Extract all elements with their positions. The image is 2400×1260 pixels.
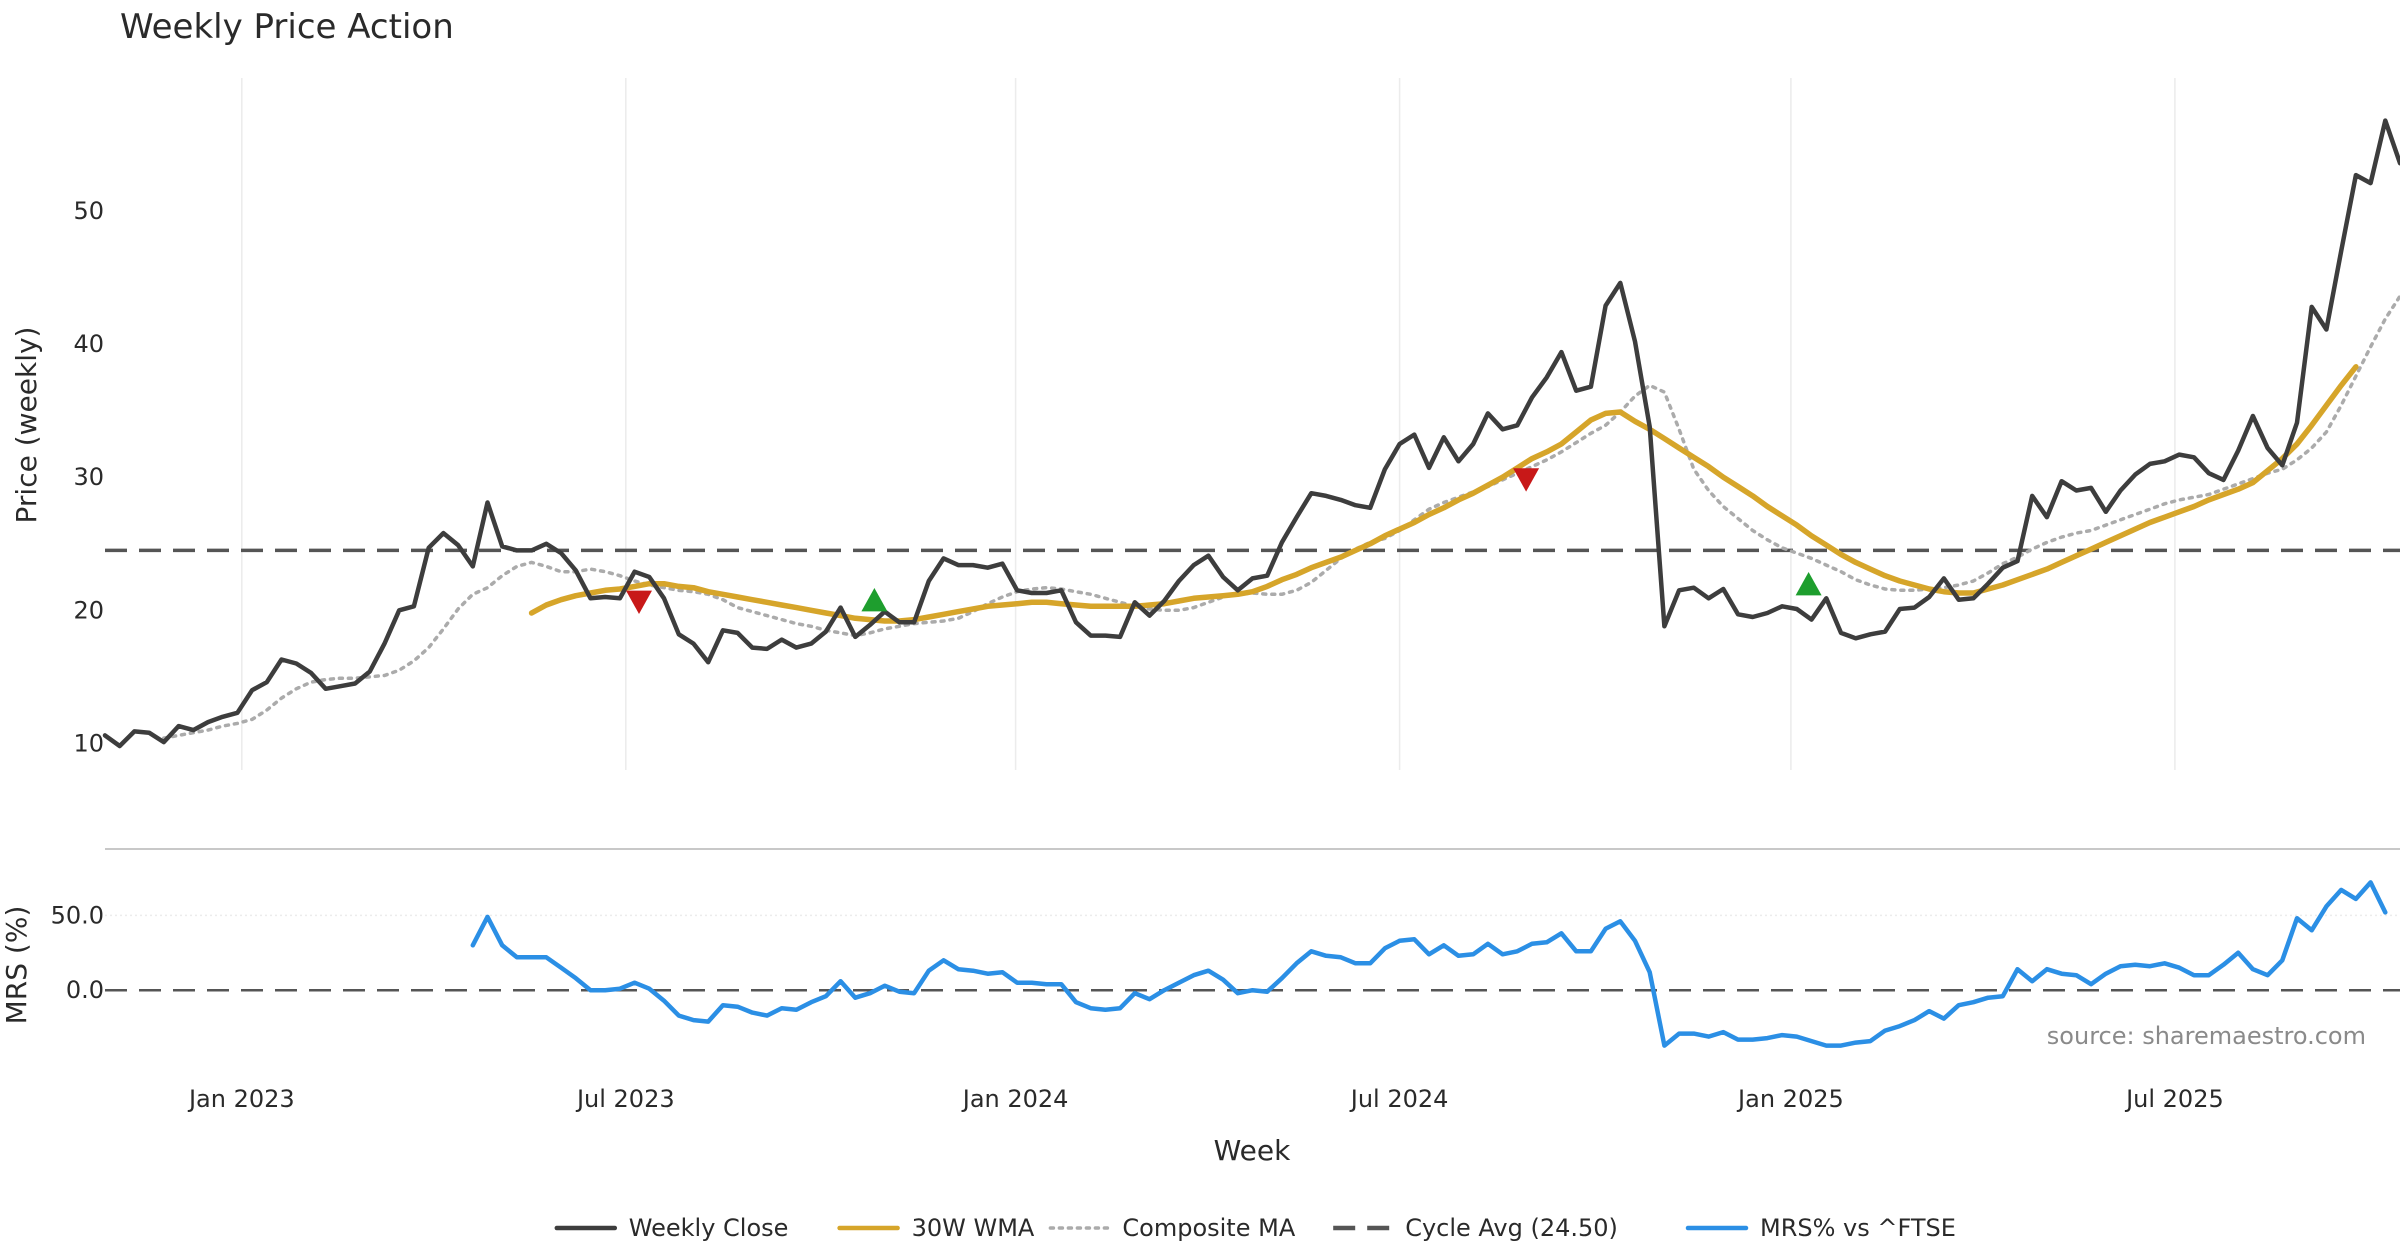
axis-ticks: Jan 2023 Jul 2023 Jan 2024 Jul 2024 Jan 2025…: [51, 197, 2224, 1113]
series-layer: [102, 118, 2400, 1048]
y-tick-label: 20: [73, 596, 104, 624]
mrs-y-axis-label: MRS (%): [0, 906, 33, 1025]
x-tick-label: Jan 2023: [187, 1085, 295, 1113]
wma-30w-line: [528, 364, 2359, 624]
legend-label: Composite MA: [1122, 1214, 1295, 1242]
buy-signal-marker: [1795, 572, 1822, 596]
legend-label: Cycle Avg (24.50): [1405, 1214, 1618, 1242]
x-tick-label: Jul 2025: [2124, 1085, 2224, 1113]
source-note: source: sharemaestro.com: [2047, 1022, 2366, 1050]
legend-label: MRS% vs ^FTSE: [1760, 1214, 1956, 1242]
price-y-axis-label: Price (weekly): [10, 327, 43, 524]
reference-lines: [105, 548, 2400, 992]
x-tick-label: Jul 2023: [575, 1085, 675, 1113]
mrs-y-tick-label: 50.0: [51, 901, 104, 929]
legend-label: 30W WMA: [912, 1214, 1035, 1242]
mrs-y-tick-label: 0.0: [66, 976, 104, 1004]
y-tick-label: 10: [73, 729, 104, 757]
x-tick-label: Jan 2025: [1736, 1085, 1844, 1113]
signal-markers: [626, 468, 1822, 614]
x-tick-label: Jan 2024: [961, 1085, 1069, 1113]
y-tick-label: 50: [73, 197, 104, 225]
legend-label: Weekly Close: [629, 1214, 789, 1242]
composite-ma-line: [162, 294, 2400, 740]
sell-signal-marker: [1513, 468, 1540, 492]
mrs-line: [470, 880, 2388, 1048]
sell-signal-marker: [626, 590, 652, 614]
chart-title: Weekly Price Action: [120, 7, 454, 47]
legend: Weekly Close 30W WMA Composite MA Cycle Avg…: [554, 1214, 1956, 1242]
x-axis-label: Week: [1214, 1134, 1291, 1167]
grid-layer: [105, 78, 2400, 917]
weekly-close-line: [102, 118, 2400, 749]
buy-signal-marker: [861, 588, 888, 612]
y-tick-label: 40: [73, 330, 104, 358]
x-tick-label: Jul 2024: [1349, 1085, 1449, 1113]
y-tick-label: 30: [73, 463, 104, 491]
